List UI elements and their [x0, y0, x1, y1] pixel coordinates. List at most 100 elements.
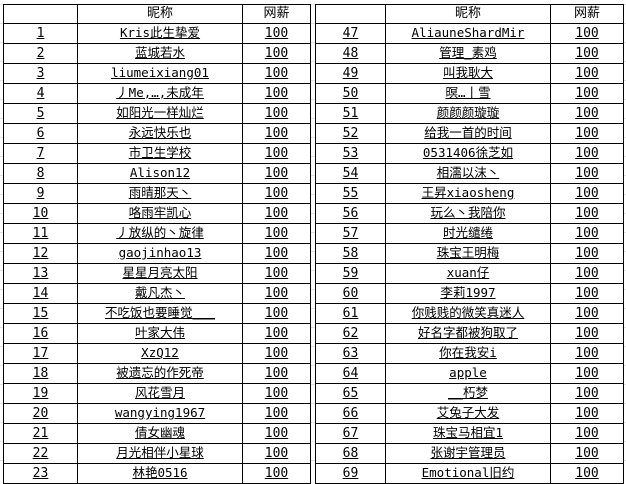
cell-nickname[interactable]: 咯雨牢凯心: [77, 203, 243, 224]
cell-index[interactable]: 16: [3, 323, 78, 344]
cell-salary[interactable]: 100: [242, 143, 311, 164]
cell-salary[interactable]: 100: [242, 303, 311, 324]
cell-salary[interactable]: 100: [550, 123, 624, 144]
cell-nickname[interactable]: 丿Me,…,未成年: [77, 83, 243, 104]
cell-nickname[interactable]: 张谢宇管理员: [385, 443, 551, 464]
cell-index[interactable]: 12: [3, 243, 78, 264]
cell-index[interactable]: 3: [3, 63, 78, 84]
cell-index[interactable]: 48: [315, 43, 386, 64]
cell-nickname[interactable]: apple: [385, 363, 551, 384]
cell-index[interactable]: 53: [315, 143, 386, 164]
cell-nickname[interactable]: 珠宝王明梅: [385, 243, 551, 264]
cell-nickname[interactable]: 如阳光一样灿烂: [77, 103, 243, 124]
cell-index[interactable]: 13: [3, 263, 78, 284]
cell-index[interactable]: 7: [3, 143, 78, 164]
cell-salary[interactable]: 100: [550, 403, 624, 424]
cell-salary[interactable]: 100: [242, 383, 311, 404]
cell-nickname[interactable]: 给我一首的时间: [385, 123, 551, 144]
cell-nickname[interactable]: 倩女幽魂: [77, 423, 243, 444]
cell-nickname[interactable]: 时光缱绻: [385, 223, 551, 244]
cell-nickname[interactable]: XzQ12: [77, 343, 243, 364]
cell-index[interactable]: 52: [315, 123, 386, 144]
cell-nickname[interactable]: 叶家大伟: [77, 323, 243, 344]
cell-salary[interactable]: 100: [550, 203, 624, 224]
header-index[interactable]: [3, 4, 78, 24]
cell-index[interactable]: 64: [315, 363, 386, 384]
cell-nickname[interactable]: 玩么丶我陪你: [385, 203, 551, 224]
cell-nickname[interactable]: 你贱贱的微笑真迷人: [385, 303, 551, 324]
cell-salary[interactable]: 100: [242, 263, 311, 284]
cell-index[interactable]: 57: [315, 223, 386, 244]
cell-nickname[interactable]: 永远快乐也: [77, 123, 243, 144]
cell-salary[interactable]: 100: [550, 283, 624, 304]
cell-salary[interactable]: 100: [550, 363, 624, 384]
cell-index[interactable]: 11: [3, 223, 78, 244]
cell-index[interactable]: 69: [315, 463, 386, 484]
header-nickname[interactable]: 昵称: [385, 4, 551, 24]
cell-nickname[interactable]: 叫我耿大: [385, 63, 551, 84]
cell-nickname[interactable]: 暝…丨雪: [385, 83, 551, 104]
cell-index[interactable]: 49: [315, 63, 386, 84]
cell-index[interactable]: 54: [315, 163, 386, 184]
cell-salary[interactable]: 100: [550, 443, 624, 464]
cell-index[interactable]: 19: [3, 383, 78, 404]
cell-salary[interactable]: 100: [550, 243, 624, 264]
cell-salary[interactable]: 100: [550, 23, 624, 44]
cell-salary[interactable]: 100: [550, 223, 624, 244]
cell-nickname[interactable]: 管理_素鸡: [385, 43, 551, 64]
cell-nickname[interactable]: 你在我安i: [385, 343, 551, 364]
cell-index[interactable]: 68: [315, 443, 386, 464]
cell-nickname[interactable]: gaojinhao13: [77, 243, 243, 264]
cell-salary[interactable]: 100: [242, 283, 311, 304]
cell-salary[interactable]: 100: [550, 183, 624, 204]
cell-nickname[interactable]: AliauneShardMir: [385, 23, 551, 44]
cell-index[interactable]: 66: [315, 403, 386, 424]
cell-nickname[interactable]: 珠宝马相宜1: [385, 423, 551, 444]
cell-nickname[interactable]: 丿放纵的丶旋律: [77, 223, 243, 244]
cell-salary[interactable]: 100: [242, 123, 311, 144]
header-salary[interactable]: 网薪: [550, 4, 624, 24]
cell-index[interactable]: 56: [315, 203, 386, 224]
cell-salary[interactable]: 100: [242, 423, 311, 444]
cell-salary[interactable]: 100: [242, 323, 311, 344]
cell-index[interactable]: 20: [3, 403, 78, 424]
cell-index[interactable]: 62: [315, 323, 386, 344]
cell-salary[interactable]: 100: [242, 223, 311, 244]
cell-nickname[interactable]: 风花雪月: [77, 383, 243, 404]
cell-index[interactable]: 6: [3, 123, 78, 144]
cell-salary[interactable]: 100: [550, 103, 624, 124]
cell-nickname[interactable]: 戴凡杰丶: [77, 283, 243, 304]
cell-index[interactable]: 8: [3, 163, 78, 184]
cell-nickname[interactable]: 颜颜颜璇璇: [385, 103, 551, 124]
cell-salary[interactable]: 100: [242, 243, 311, 264]
cell-nickname[interactable]: 蓝城若水: [77, 43, 243, 64]
cell-index[interactable]: 58: [315, 243, 386, 264]
cell-salary[interactable]: 100: [550, 463, 624, 484]
cell-index[interactable]: 9: [3, 183, 78, 204]
cell-index[interactable]: 4: [3, 83, 78, 104]
cell-nickname[interactable]: 0531406徐芝如: [385, 143, 551, 164]
cell-index[interactable]: 17: [3, 343, 78, 364]
header-nickname[interactable]: 昵称: [77, 4, 243, 24]
cell-salary[interactable]: 100: [242, 63, 311, 84]
cell-salary[interactable]: 100: [550, 143, 624, 164]
cell-index[interactable]: 1: [3, 23, 78, 44]
cell-index[interactable]: 23: [3, 463, 78, 484]
cell-nickname[interactable]: 王昇xiaosheng: [385, 183, 551, 204]
cell-salary[interactable]: 100: [242, 363, 311, 384]
cell-salary[interactable]: 100: [242, 403, 311, 424]
cell-index[interactable]: 55: [315, 183, 386, 204]
cell-nickname[interactable]: 林艳0516: [77, 463, 243, 484]
cell-nickname[interactable]: 雨晴那天丶: [77, 183, 243, 204]
cell-index[interactable]: 65: [315, 383, 386, 404]
cell-salary[interactable]: 100: [242, 183, 311, 204]
cell-salary[interactable]: 100: [242, 443, 311, 464]
cell-nickname[interactable]: 李莉1997: [385, 283, 551, 304]
cell-salary[interactable]: 100: [550, 63, 624, 84]
cell-nickname[interactable]: Kris此生挚爱: [77, 23, 243, 44]
cell-nickname[interactable]: 被遗忘的作死帝: [77, 363, 243, 384]
cell-index[interactable]: 18: [3, 363, 78, 384]
cell-salary[interactable]: 100: [550, 263, 624, 284]
cell-index[interactable]: 22: [3, 443, 78, 464]
cell-index[interactable]: 50: [315, 83, 386, 104]
